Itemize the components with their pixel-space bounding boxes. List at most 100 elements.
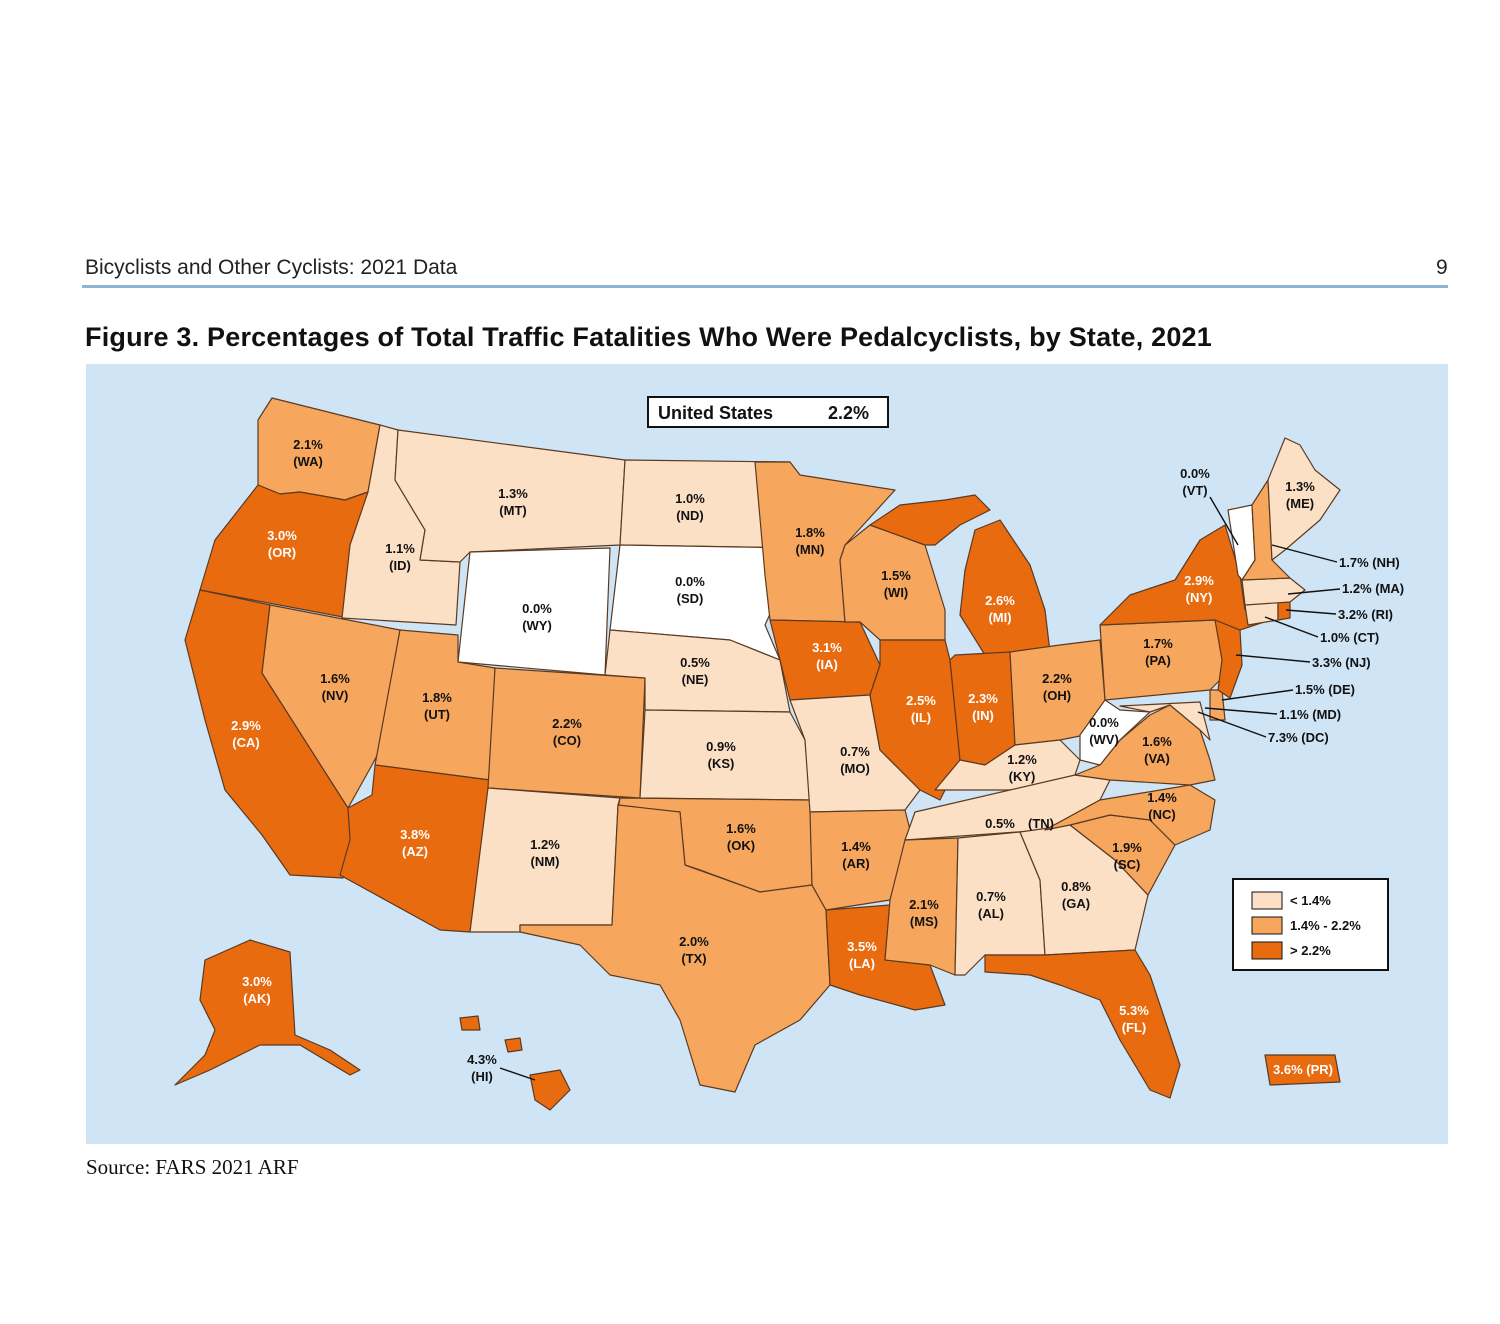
label-wv-abbr: (WV) xyxy=(1089,732,1119,747)
legend-swatch-low xyxy=(1251,891,1283,910)
label-co-value: 2.2% xyxy=(552,716,582,731)
legend-swatch-mid xyxy=(1251,916,1283,935)
label-oh-abbr: (OH) xyxy=(1043,688,1071,703)
legend-swatch-high xyxy=(1251,941,1283,960)
callout-ma: 1.2% (MA) xyxy=(1342,581,1404,596)
label-ny-value: 2.9% xyxy=(1184,573,1214,588)
page-number: 9 xyxy=(1436,256,1448,279)
label-ne-value: 0.5% xyxy=(680,655,710,670)
label-or-value: 3.0% xyxy=(267,528,297,543)
national-value: 2.2% xyxy=(828,403,869,423)
state-ak xyxy=(174,939,361,1086)
label-me-value: 1.3% xyxy=(1285,479,1315,494)
callout-line-dc xyxy=(1197,711,1267,738)
label-in-abbr: (IN) xyxy=(972,708,994,723)
label-ar-value: 1.4% xyxy=(841,839,871,854)
legend-label-mid: 1.4% - 2.2% xyxy=(1290,918,1361,933)
state-mi-up xyxy=(869,494,991,546)
label-sd-abbr: (SD) xyxy=(677,591,704,606)
header-divider xyxy=(82,285,1448,288)
callout-line-md xyxy=(1204,707,1278,715)
label-al-value: 0.7% xyxy=(976,889,1006,904)
label-wi-abbr: (WI) xyxy=(884,585,909,600)
label-oh-value: 2.2% xyxy=(1042,671,1072,686)
label-ks-value: 0.9% xyxy=(706,739,736,754)
legend-label-low: < 1.4% xyxy=(1290,893,1331,908)
label-tx-value: 2.0% xyxy=(679,934,709,949)
label-ut-abbr: (UT) xyxy=(424,707,450,722)
label-ga-value: 0.8% xyxy=(1061,879,1091,894)
label-id-value: 1.1% xyxy=(385,541,415,556)
label-fl-abbr: (FL) xyxy=(1122,1020,1147,1035)
label-tn: 0.5% xyxy=(985,816,1015,831)
report-header-title: Bicyclists and Other Cyclists: 2021 Data xyxy=(85,256,458,279)
label-pa-value: 1.7% xyxy=(1143,636,1173,651)
national-average-box xyxy=(647,396,889,428)
label-nm-value: 1.2% xyxy=(530,837,560,852)
label-nv-value: 1.6% xyxy=(320,671,350,686)
callout-de: 1.5% (DE) xyxy=(1295,682,1355,697)
label-tx-abbr: (TX) xyxy=(681,951,706,966)
label-ut-value: 1.8% xyxy=(422,690,452,705)
label-mi-abbr: (MI) xyxy=(988,610,1011,625)
label-mt-value: 1.3% xyxy=(498,486,528,501)
label-ne-abbr: (NE) xyxy=(682,672,709,687)
label-mn-value: 1.8% xyxy=(795,525,825,540)
label-me-abbr: (ME) xyxy=(1286,496,1314,511)
state-ks xyxy=(639,709,811,801)
label-tn-abbr: (TN) xyxy=(1028,816,1054,831)
callout-dc: 7.3% (DC) xyxy=(1268,730,1329,745)
label-ak-abbr: (AK) xyxy=(243,991,270,1006)
callout-line-hi xyxy=(499,1067,536,1081)
label-in-value: 2.3% xyxy=(968,691,998,706)
label-mi-value: 2.6% xyxy=(985,593,1015,608)
label-ny-abbr: (NY) xyxy=(1186,590,1213,605)
callout-md: 1.1% (MD) xyxy=(1279,707,1341,722)
callout-ri: 3.2% (RI) xyxy=(1338,607,1393,622)
callout-line-nh xyxy=(1271,544,1338,563)
state-hi-oahu xyxy=(459,1015,481,1031)
state-nc xyxy=(1044,784,1216,846)
state-fl xyxy=(984,949,1181,1099)
label-va-value: 1.6% xyxy=(1142,734,1172,749)
label-mn-abbr: (MN) xyxy=(796,542,825,557)
state-ri xyxy=(1277,601,1291,621)
label-nc-abbr: (NC) xyxy=(1148,807,1175,822)
label-mt-abbr: (MT) xyxy=(499,503,526,518)
state-il xyxy=(869,639,961,801)
callout-line-ri xyxy=(1285,609,1337,615)
label-wa-abbr: (WA) xyxy=(293,454,323,469)
callout-line-de xyxy=(1221,689,1294,701)
label-wy-value: 0.0% xyxy=(522,601,552,616)
label-az-abbr: (AZ) xyxy=(402,844,428,859)
national-label: United States xyxy=(658,403,773,423)
label-pa-abbr: (PA) xyxy=(1145,653,1171,668)
state-wv xyxy=(1079,699,1151,766)
label-mo-abbr: (MO) xyxy=(840,761,870,776)
label-ca-value: 2.9% xyxy=(231,718,261,733)
label-ks-abbr: (KS) xyxy=(708,756,735,771)
label-la-abbr: (LA) xyxy=(849,956,875,971)
state-de xyxy=(1209,689,1226,721)
label-co-abbr: (CO) xyxy=(553,733,581,748)
label-ca-abbr: (CA) xyxy=(232,735,259,750)
label-or-abbr: (OR) xyxy=(268,545,296,560)
label-id-abbr: (ID) xyxy=(389,558,411,573)
label-ar-abbr: (AR) xyxy=(842,856,869,871)
callout-nh: 1.7% (NH) xyxy=(1339,555,1400,570)
label-wv-value: 0.0% xyxy=(1089,715,1119,730)
label-hi-value: 4.3% xyxy=(467,1052,497,1067)
state-me xyxy=(1267,437,1341,561)
label-nc-value: 1.4% xyxy=(1147,790,1177,805)
state-md xyxy=(1119,701,1211,741)
label-nd-abbr: (ND) xyxy=(676,508,703,523)
label-hi-abbr: (HI) xyxy=(471,1069,493,1084)
label-va-abbr: (VA) xyxy=(1144,751,1170,766)
label-ok-abbr: (OK) xyxy=(727,838,755,853)
legend-label-high: > 2.2% xyxy=(1290,943,1331,958)
label-wa-value: 2.1% xyxy=(293,437,323,452)
callout-nj: 3.3% (NJ) xyxy=(1312,655,1371,670)
state-hi-big xyxy=(529,1069,571,1111)
label-nd-value: 1.0% xyxy=(675,491,705,506)
